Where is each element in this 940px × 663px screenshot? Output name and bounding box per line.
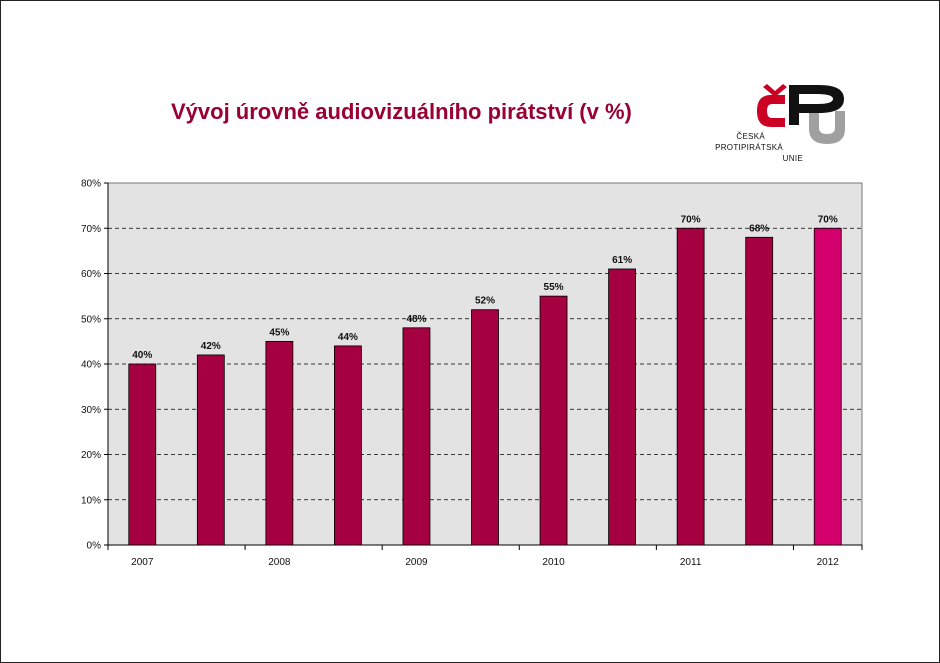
data-label: 40% xyxy=(132,350,152,361)
data-label: 61% xyxy=(612,255,632,266)
bar xyxy=(539,295,568,546)
y-tick-label: 60% xyxy=(81,269,101,280)
data-label: 48% xyxy=(406,314,426,325)
data-label: 55% xyxy=(544,282,564,293)
y-tick-label: 80% xyxy=(81,179,101,190)
y-tick-label: 70% xyxy=(81,224,101,235)
logo-u-shape xyxy=(809,111,845,144)
logo-hacek-shape xyxy=(763,84,787,97)
logo-p-shape xyxy=(789,85,844,125)
bar xyxy=(676,227,705,546)
bar xyxy=(745,236,774,546)
y-tick-label: 50% xyxy=(81,314,101,325)
bar xyxy=(265,340,294,546)
x-tick-label: 2012 xyxy=(817,557,840,568)
logo-text-line-3: UNIE xyxy=(782,154,803,163)
bar xyxy=(334,345,362,546)
bar xyxy=(196,354,225,546)
data-label: 70% xyxy=(681,214,701,225)
x-tick-label: 2008 xyxy=(268,557,291,568)
data-label: 68% xyxy=(749,223,769,234)
logo-text-line-2: PROTIPIRÁTSKÁ xyxy=(715,143,783,152)
bar xyxy=(813,227,842,546)
bar xyxy=(402,327,431,546)
y-tick-label: 0% xyxy=(87,541,102,552)
bar xyxy=(128,363,157,546)
chart-title: Vývoj úrovně audiovizuálního pirátství (… xyxy=(171,99,632,124)
logo-c-shape xyxy=(757,95,785,127)
data-label: 70% xyxy=(818,214,838,225)
x-tick-label: 2010 xyxy=(542,557,565,568)
y-tick-label: 20% xyxy=(81,450,101,461)
logo-mark xyxy=(757,84,845,144)
x-tick-label: 2009 xyxy=(405,557,428,568)
bar xyxy=(471,309,499,546)
y-tick-label: 30% xyxy=(81,405,101,416)
x-tick-label: 2007 xyxy=(131,557,154,568)
data-label: 42% xyxy=(201,341,221,352)
data-label: 52% xyxy=(475,296,495,307)
logo-text-line-1: ČESKÁ xyxy=(736,132,765,141)
logo: ČESKÁ PROTIPIRÁTSKÁ UNIE xyxy=(715,81,853,167)
y-tick-label: 10% xyxy=(81,495,101,506)
y-tick-label: 40% xyxy=(81,360,101,371)
bar xyxy=(608,268,636,546)
data-label: 45% xyxy=(269,327,289,338)
x-tick-label: 2011 xyxy=(680,557,702,568)
data-label: 44% xyxy=(338,332,358,343)
